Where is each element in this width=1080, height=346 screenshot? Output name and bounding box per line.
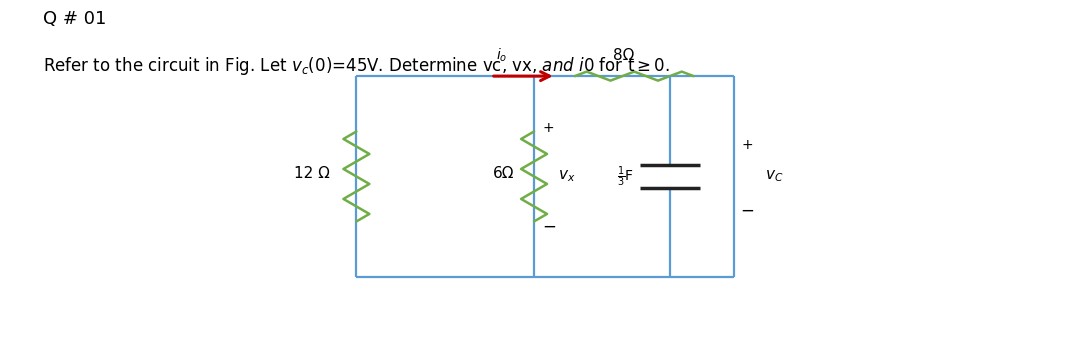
Text: 8Ω: 8Ω	[612, 48, 634, 63]
Text: 12 Ω: 12 Ω	[294, 165, 329, 181]
Text: +: +	[742, 138, 753, 152]
Text: $v_x$: $v_x$	[558, 169, 576, 184]
Text: 6Ω: 6Ω	[494, 165, 515, 181]
Text: $i_o$: $i_o$	[497, 47, 508, 64]
Text: −: −	[741, 201, 754, 219]
Text: −: −	[543, 218, 556, 236]
Text: Q # 01: Q # 01	[43, 10, 107, 28]
Text: Refer to the circuit in Fig. Let $v_c$(0)=45V. Determine vc, vx, $\mathit{and}$ : Refer to the circuit in Fig. Let $v_c$(0…	[43, 55, 671, 78]
Text: +: +	[543, 121, 554, 135]
Text: $\frac{1}{3}$F: $\frac{1}{3}$F	[618, 164, 635, 189]
Text: $v_C$: $v_C$	[765, 169, 783, 184]
